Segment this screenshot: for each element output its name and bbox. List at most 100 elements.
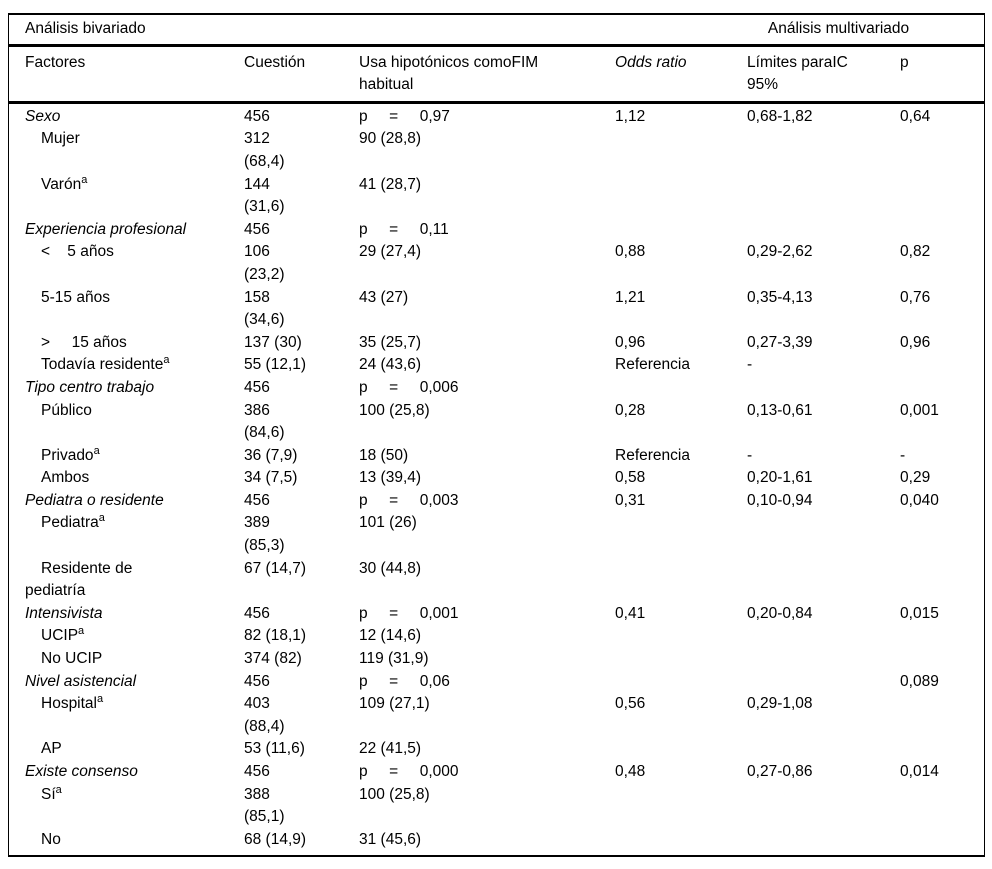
factor-cell: Pediatra o residente xyxy=(9,490,244,513)
factor-cell: AP xyxy=(9,738,244,761)
cuestion-cell: 53 (11,6) xyxy=(244,740,305,758)
uso-hipotonicos-cell: p = 0,06 xyxy=(359,672,450,690)
cuestion-cell: 456 xyxy=(244,604,270,622)
group-header-bivariate: Análisis bivariado xyxy=(9,15,616,47)
group-header-row: Análisis bivariado Análisis multivariado xyxy=(9,15,984,47)
footnote-marker: a xyxy=(55,783,62,796)
table-row: 5-15 años 158 (34,6) 43 (27) 1,21 0,35-4,13 0… xyxy=(9,287,984,332)
p-value-cell xyxy=(900,558,984,603)
limites-ic-cell: 0,20-0,84 xyxy=(747,604,813,622)
cuestion-cell: 456 xyxy=(244,378,270,396)
p-value-cell xyxy=(900,648,984,671)
limites-ic-cell: 0,68-1,82 xyxy=(747,107,813,125)
p-value-cell: 0,015 xyxy=(900,604,939,622)
cuestion-cell: 34 (7,5) xyxy=(244,469,298,487)
footnote-marker: a xyxy=(78,625,85,638)
odds-ratio-cell: 0,41 xyxy=(615,604,646,622)
odds-ratio-cell xyxy=(615,558,747,603)
factor-cell: 5-15 años xyxy=(9,287,244,332)
factor-label: Pediatra xyxy=(41,514,99,532)
uso-hipotonicos-cell: p = 0,003 xyxy=(359,491,459,509)
cuestion-cell: 389 (85,3) xyxy=(244,514,285,555)
factor-label: Todavía residente xyxy=(41,356,164,374)
factor-label: Experiencia profesional xyxy=(25,220,187,238)
limites-ic-cell xyxy=(747,219,900,242)
table-header: Análisis bivariado Análisis multivariado… xyxy=(9,15,984,104)
p-value-cell xyxy=(900,354,984,377)
odds-ratio-cell: 0,96 xyxy=(615,333,646,351)
uso-hipotonicos-cell: 43 (27) xyxy=(359,288,409,306)
table-row: Público 386 (84,6) 100 (25,8) 0,28 0,13-0,61… xyxy=(9,400,984,445)
table-row: Sía 388 (85,1) 100 (25,8) xyxy=(9,784,984,829)
factor-cell: Experiencia profesional xyxy=(9,219,244,242)
uso-hipotonicos-cell: 18 (50) xyxy=(359,446,409,464)
table-row: UCIPa 82 (18,1) 12 (14,6) xyxy=(9,625,984,648)
limites-ic-cell: 0,35-4,13 xyxy=(747,288,813,306)
uso-hipotonicos-cell: 24 (43,6) xyxy=(359,356,422,374)
p-value-cell xyxy=(900,625,984,648)
uso-hipotonicos-cell: 12 (14,6) xyxy=(359,627,422,645)
p-value-cell: 0,96 xyxy=(900,333,931,351)
cuestion-cell: 456 xyxy=(244,220,270,238)
cuestion-cell: 456 xyxy=(244,107,270,125)
p-value-cell: - xyxy=(900,446,906,464)
limites-ic-cell: 0,29-1,08 xyxy=(747,695,813,713)
p-value-cell: 0,82 xyxy=(900,243,931,261)
factor-cell: Varóna xyxy=(9,174,244,219)
factor-cell: Intensivista xyxy=(9,603,244,626)
column-header-odds-ratio: Odds ratio xyxy=(615,45,748,104)
odds-ratio-cell xyxy=(615,648,747,671)
table-row: > 15 años 137 (30) 35 (25,7) 0,96 0,27-3,39 0… xyxy=(9,332,984,355)
limites-ic-cell: 0,10-0,94 xyxy=(747,491,813,509)
factor-cell: > 15 años xyxy=(9,332,244,355)
footnote-marker: a xyxy=(163,354,170,367)
factor-cell: Sexo xyxy=(9,102,244,128)
column-header-limites-ic: Límites paraIC 95% xyxy=(747,45,901,104)
uso-hipotonicos-cell: 90 (28,8) xyxy=(359,130,422,148)
uso-hipotonicos-cell: 109 (27,1) xyxy=(359,695,430,713)
factor-cell: Privadoa xyxy=(9,445,244,468)
factor-cell: < 5 años xyxy=(9,241,244,286)
odds-ratio-cell xyxy=(615,512,747,557)
limites-ic-cell: 0,27-3,39 xyxy=(747,333,813,351)
p-value-cell xyxy=(900,219,984,242)
p-value-cell xyxy=(900,738,984,761)
factor-label: Tipo centro trabajo xyxy=(25,378,155,396)
odds-ratio-cell xyxy=(615,174,747,219)
limites-ic-cell xyxy=(747,558,900,603)
p-value-cell xyxy=(900,512,984,557)
limites-ic-cell: 0,13-0,61 xyxy=(747,401,813,419)
cuestion-cell: 456 xyxy=(244,672,270,690)
cuestion-cell: 68 (14,9) xyxy=(244,830,307,848)
factor-label: Existe consenso xyxy=(25,763,138,780)
odds-ratio-cell: 0,48 xyxy=(615,763,646,780)
factor-label: AP xyxy=(41,740,62,758)
odds-ratio-cell: 0,88 xyxy=(615,243,646,261)
factor-label: 5-15 años xyxy=(41,288,110,306)
cuestion-cell: 82 (18,1) xyxy=(244,627,307,645)
p-value-cell xyxy=(900,829,984,852)
cuestion-cell: 456 xyxy=(244,763,270,780)
odds-ratio-cell: 0,28 xyxy=(615,401,646,419)
factor-label: Hospital xyxy=(41,695,97,713)
limites-ic-cell xyxy=(747,648,900,671)
limites-ic-cell xyxy=(747,377,900,400)
p-value-cell: 0,29 xyxy=(900,469,931,487)
cuestion-cell: 374 (82) xyxy=(244,650,302,668)
uso-hipotonicos-cell: 41 (28,7) xyxy=(359,175,422,193)
odds-ratio-cell xyxy=(615,625,747,648)
limites-ic-cell: - xyxy=(747,356,753,374)
factor-label: UCIP xyxy=(41,627,79,645)
limites-ic-cell: 0,27-0,86 xyxy=(747,763,813,780)
column-header-row: Factores Cuestión Usa hipotónicos comoFI… xyxy=(9,45,984,104)
table-row: AP 53 (11,6) 22 (41,5) xyxy=(9,738,984,761)
uso-hipotonicos-cell: 31 (45,6) xyxy=(359,830,422,848)
factor-label: > 15 años xyxy=(41,333,127,351)
factor-label: Público xyxy=(41,401,92,419)
column-header-cuestion: Cuestión xyxy=(244,45,359,104)
column-header-factores: Factores xyxy=(9,45,244,104)
uso-hipotonicos-cell: 101 (26) xyxy=(359,514,417,532)
cuestion-cell: 55 (12,1) xyxy=(244,356,307,374)
uso-hipotonicos-cell: 100 (25,8) xyxy=(359,785,430,803)
odds-ratio-cell xyxy=(615,829,747,852)
